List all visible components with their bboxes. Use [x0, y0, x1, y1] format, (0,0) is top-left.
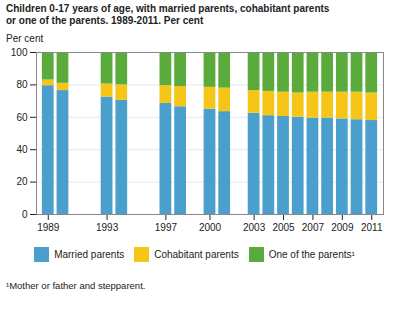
- svg-text:2009: 2009: [331, 222, 354, 233]
- svg-text:1997: 1997: [155, 222, 178, 233]
- svg-text:2007: 2007: [302, 222, 325, 233]
- svg-text:1993: 1993: [96, 222, 119, 233]
- svg-text:60: 60: [16, 112, 28, 123]
- html-text:¹Mother or father and steppare: ¹Mother or father and stepparent.: [6, 280, 146, 291]
- svg-text:1989: 1989: [37, 222, 60, 233]
- svg-text:2011: 2011: [361, 222, 383, 233]
- svg-text:2000: 2000: [199, 222, 222, 233]
- svg-text:20: 20: [16, 176, 28, 187]
- svg-text:100: 100: [11, 47, 28, 58]
- svg-text:80: 80: [16, 79, 28, 90]
- html-text:Per cent: Per cent: [6, 33, 44, 44]
- html-text:Children 0-17 years of age, wi: Children 0-17 years of age, with married…: [6, 3, 330, 26]
- html-text:One of the parents¹: One of the parents¹: [268, 249, 355, 260]
- svg-text:2005: 2005: [272, 222, 295, 233]
- svg-text:40: 40: [16, 144, 28, 155]
- svg-text:0: 0: [22, 209, 28, 220]
- html-text:Cohabitant parents: Cohabitant parents: [154, 249, 239, 260]
- html-text:Married parents: Married parents: [54, 249, 125, 260]
- svg-text:2003: 2003: [243, 222, 266, 233]
